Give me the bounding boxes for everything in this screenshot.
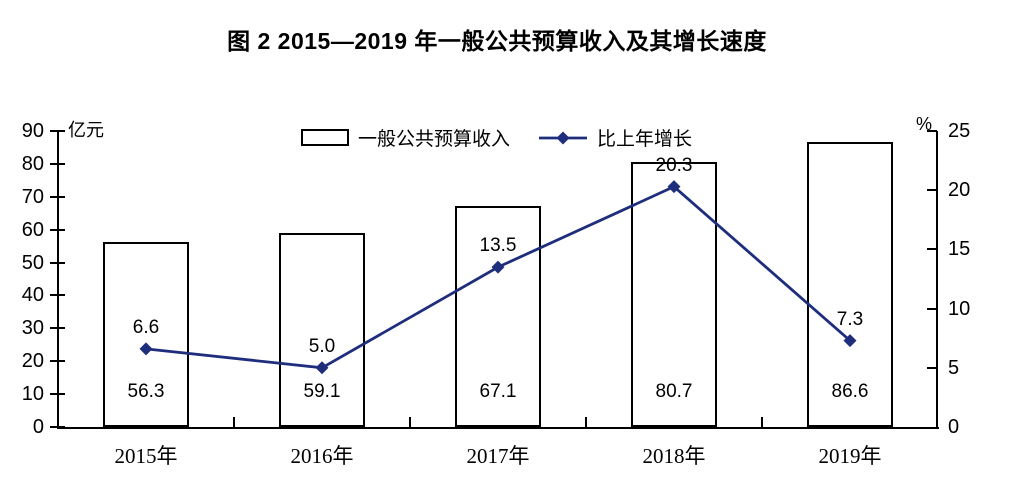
bar-value-label: 59.1 bbox=[303, 381, 341, 402]
x-axis-line bbox=[57, 427, 939, 429]
right-axis-unit: % bbox=[916, 114, 933, 134]
growth-value-label: 6.6 bbox=[132, 316, 160, 338]
x-axis-category-label: 2019年 bbox=[818, 444, 882, 468]
bar-value-label: 67.1 bbox=[479, 381, 517, 402]
right-axis-tick bbox=[927, 130, 937, 132]
right-axis-tick-label: 5 bbox=[948, 356, 960, 379]
left-axis-tick bbox=[50, 261, 65, 264]
x-axis-boundary-tick bbox=[585, 417, 587, 427]
left-axis-tick-label: 80 bbox=[21, 152, 44, 175]
right-axis-tick-label: 25 bbox=[948, 120, 971, 142]
legend-label-growth: 比上年增长 bbox=[597, 129, 693, 150]
left-axis-tick bbox=[50, 360, 65, 363]
left-axis-tick-label: 70 bbox=[21, 185, 44, 208]
right-axis-tick bbox=[927, 189, 937, 192]
right-axis-line bbox=[936, 131, 938, 429]
left-axis-unit: 亿元 bbox=[68, 120, 104, 140]
right-axis-tick-label: 0 bbox=[948, 416, 960, 438]
left-axis-tick-label: 0 bbox=[32, 416, 44, 438]
x-axis-boundary-tick bbox=[409, 417, 411, 427]
x-axis-boundary-tick bbox=[233, 417, 235, 427]
x-axis-category-label: 2016年 bbox=[290, 444, 354, 468]
right-axis-tick-label: 20 bbox=[948, 179, 971, 202]
left-axis-tick bbox=[50, 426, 65, 428]
left-axis-tick bbox=[50, 195, 65, 198]
right-axis-tick-label: 10 bbox=[948, 297, 971, 320]
bar-value-label: 86.6 bbox=[831, 381, 869, 402]
x-axis-boundary-tick bbox=[761, 417, 763, 427]
left-axis-tick bbox=[50, 162, 65, 165]
left-axis-tick bbox=[50, 228, 65, 231]
left-axis-tick bbox=[50, 393, 65, 396]
bar-value-label: 80.7 bbox=[655, 381, 693, 402]
left-axis-tick-label: 40 bbox=[21, 284, 44, 307]
left-axis-tick-label: 50 bbox=[21, 251, 44, 274]
legend-label-revenue: 一般公共预算收入 bbox=[358, 129, 511, 150]
legend-item-growth: 比上年增长 bbox=[538, 124, 692, 151]
left-axis-tick-label: 90 bbox=[21, 120, 44, 142]
bar-value-label: 56.3 bbox=[127, 381, 165, 402]
growth-value-label: 5.0 bbox=[308, 335, 336, 357]
legend: 一般公共预算收入 比上年增长 bbox=[301, 124, 692, 151]
x-axis-category-label: 2015年 bbox=[114, 444, 178, 468]
left-axis-tick-label: 10 bbox=[21, 383, 44, 406]
line-swatch-icon bbox=[539, 131, 588, 144]
x-axis-category-label: 2018年 bbox=[642, 444, 706, 468]
legend-item-revenue: 一般公共预算收入 bbox=[301, 124, 510, 151]
growth-value-label: 7.3 bbox=[836, 308, 864, 330]
right-axis-tick bbox=[927, 366, 937, 369]
growth-value-label: 20.3 bbox=[655, 154, 693, 176]
chart-title: 图 2 2015—2019 年一般公共预算收入及其增长速度 bbox=[227, 28, 767, 54]
right-axis-tick bbox=[927, 248, 937, 251]
x-axis-category-label: 2017年 bbox=[466, 444, 530, 468]
left-axis-tick bbox=[50, 294, 65, 297]
left-axis-line bbox=[57, 131, 59, 429]
right-axis-tick-label: 15 bbox=[948, 238, 971, 261]
bar-swatch-icon bbox=[301, 129, 349, 146]
right-axis-tick bbox=[927, 307, 937, 310]
left-axis-tick bbox=[50, 130, 65, 132]
left-axis-tick bbox=[50, 327, 65, 330]
growth-value-label: 13.5 bbox=[479, 235, 517, 257]
left-axis-tick-label: 30 bbox=[21, 317, 44, 340]
left-axis-tick-label: 20 bbox=[21, 350, 44, 373]
left-axis-tick-label: 60 bbox=[21, 218, 44, 241]
